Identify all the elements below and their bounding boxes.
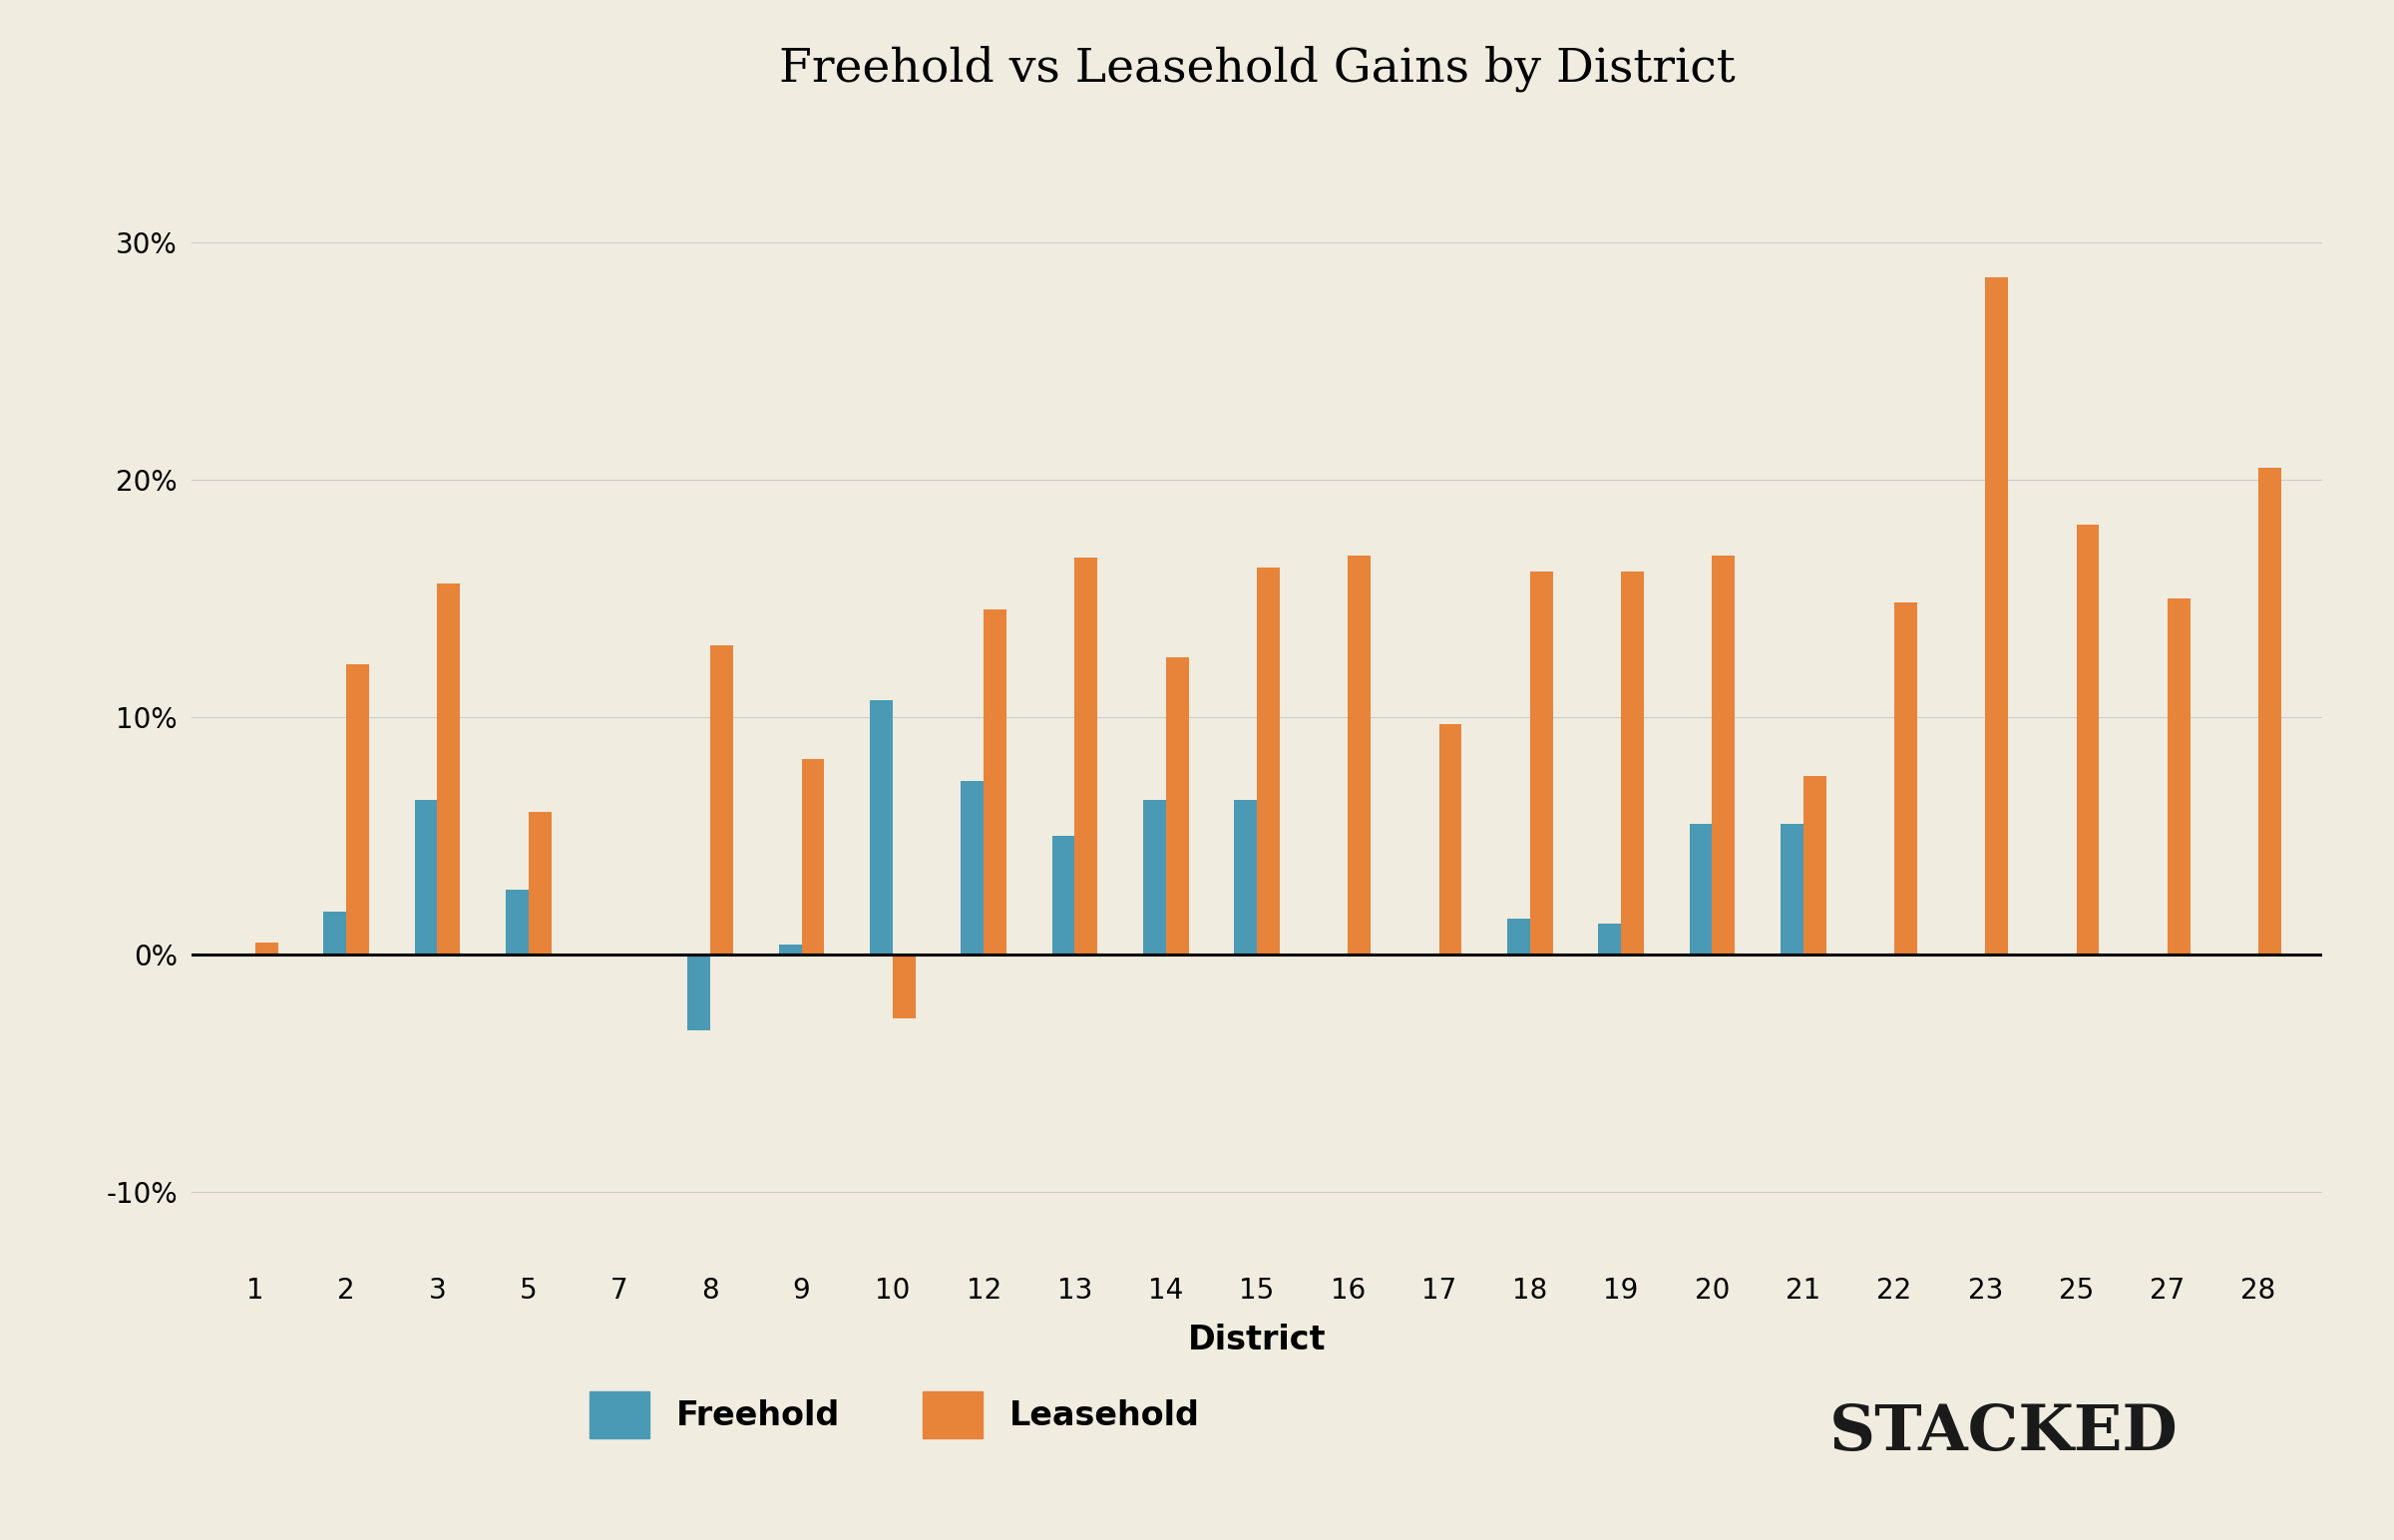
Bar [1712,556,1736,955]
Bar [869,701,893,955]
Bar [438,584,460,955]
Bar [1530,571,1554,955]
Bar [529,812,551,955]
Bar [1075,557,1096,955]
Bar [414,799,438,955]
Bar [960,781,984,955]
Bar [893,955,915,1018]
Bar [2076,525,2100,955]
Bar [505,890,529,955]
Bar [347,664,369,955]
Bar [1051,835,1075,955]
Bar [1803,776,1827,955]
Bar [2167,598,2191,955]
Bar [1508,918,1530,955]
Bar [1257,567,1281,955]
Bar [1894,602,1918,955]
Bar [984,610,1005,955]
Bar [1166,658,1187,955]
Bar [323,912,347,955]
Bar [802,759,824,955]
Legend: Freehold, Leasehold: Freehold, Leasehold [577,1378,1214,1451]
X-axis label: District: District [1187,1324,1326,1357]
Text: STACKED: STACKED [1829,1401,2179,1463]
Bar [1781,824,1803,955]
Bar [256,942,278,955]
Bar [711,645,733,955]
Bar [1439,724,1463,955]
Bar [1233,799,1257,955]
Bar [1985,277,2009,955]
Bar [1142,799,1166,955]
Bar [1348,556,1372,955]
Bar [687,955,711,1030]
Bar [1621,571,1645,955]
Bar [1599,924,1621,955]
Bar [778,944,802,955]
Bar [2258,468,2281,955]
Title: Freehold vs Leasehold Gains by District: Freehold vs Leasehold Gains by District [778,46,1736,92]
Bar [1690,824,1712,955]
